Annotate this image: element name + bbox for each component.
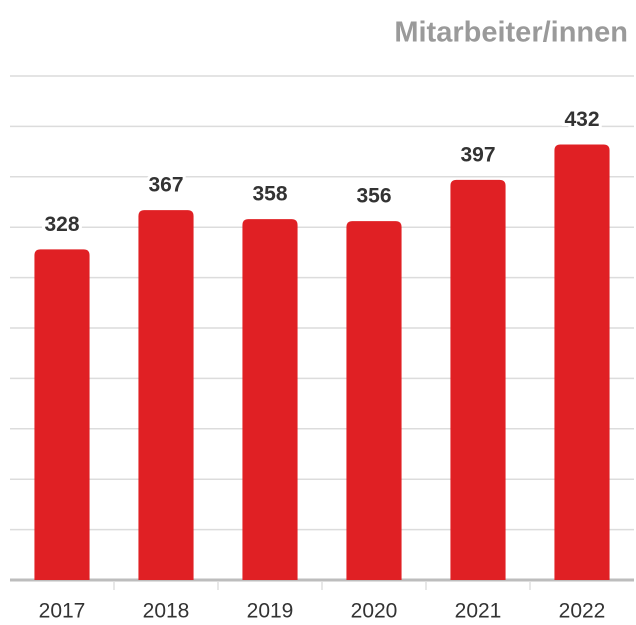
bar (138, 210, 194, 580)
value-label: 432 (564, 108, 599, 131)
bar (554, 144, 610, 580)
bar (242, 219, 298, 581)
x-tick-label: 2018 (143, 600, 190, 623)
value-label: 328 (44, 213, 79, 236)
x-tick-label: 2020 (351, 600, 398, 623)
chart-title: Mitarbeiter/innen (394, 17, 628, 49)
value-label: 367 (148, 174, 183, 197)
value-label: 356 (356, 185, 391, 208)
value-label: 397 (460, 143, 495, 166)
x-tick-label: 2019 (247, 600, 294, 623)
x-tick-label: 2017 (39, 600, 86, 623)
value-label: 358 (252, 183, 287, 206)
bar (34, 249, 90, 580)
x-tick-label: 2021 (455, 600, 502, 623)
bar (450, 179, 506, 580)
bar (346, 221, 402, 581)
x-tick-label: 2022 (559, 600, 606, 623)
